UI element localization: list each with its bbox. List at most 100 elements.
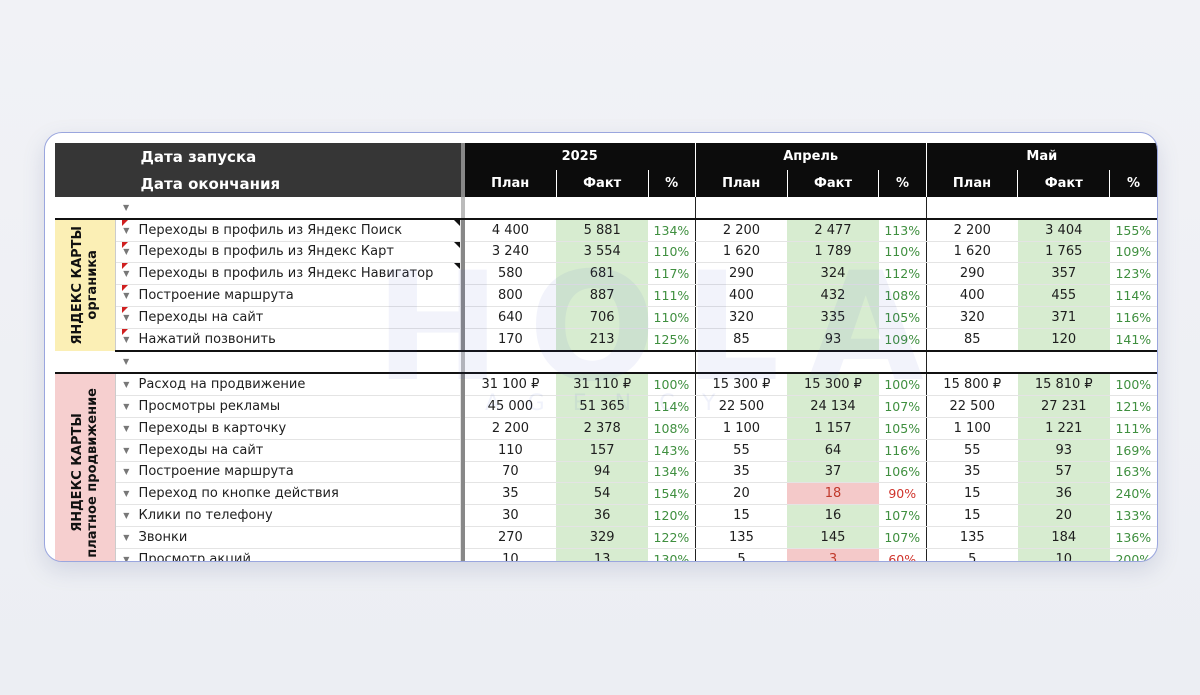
pct-cell[interactable]: 105% [878,417,927,440]
row-dropdown[interactable]: ▼ [115,417,137,440]
pct-cell[interactable]: 108% [878,284,927,307]
plan-cell[interactable]: 35 [694,461,788,484]
pct-cell[interactable]: 114% [1109,284,1157,307]
pct-cell[interactable]: 141% [1109,328,1157,352]
pct-cell[interactable]: 111% [648,284,696,307]
pct-cell[interactable]: 121% [1109,395,1157,418]
row-dropdown[interactable]: ▼ [122,202,130,212]
plan-cell[interactable]: 1 100 [694,417,788,440]
pct-cell[interactable]: 110% [878,241,927,264]
fact-cell[interactable]: 94 [556,461,649,484]
fact-cell[interactable]: 54 [556,482,649,506]
pct-cell[interactable]: 123% [1109,262,1157,286]
plan-cell[interactable]: 800 [464,284,557,307]
plan-cell[interactable]: 5 [694,548,788,561]
pct-cell[interactable]: 90% [878,482,927,506]
fact-cell[interactable]: 455 [1017,284,1110,307]
plan-cell[interactable]: 20 [694,482,788,506]
row-dropdown[interactable]: ▼ [115,372,137,397]
fact-cell[interactable]: 3 404 [1017,217,1110,242]
fact-cell[interactable]: 64 [787,439,879,462]
plan-cell[interactable]: 640 [464,306,557,329]
fact-cell[interactable]: 36 [556,504,649,527]
plan-cell[interactable]: 400 [694,284,788,307]
fact-cell[interactable]: 324 [787,262,879,286]
row-dropdown[interactable]: ▼ [115,262,137,286]
row-dropdown[interactable]: ▼ [115,306,137,329]
pct-cell[interactable]: 107% [878,526,927,549]
fact-cell[interactable]: 887 [556,284,649,307]
pct-cell[interactable]: 110% [648,306,696,329]
plan-cell[interactable]: 70 [464,461,557,484]
pct-cell[interactable]: 163% [1109,461,1157,484]
plan-cell[interactable]: 320 [694,306,788,329]
pct-cell[interactable]: 122% [648,526,696,549]
plan-cell[interactable]: 400 [925,284,1018,307]
fact-cell[interactable]: 432 [787,284,879,307]
plan-cell[interactable]: 1 620 [694,241,788,264]
pct-cell[interactable]: 107% [878,395,927,418]
fact-cell[interactable]: 16 [787,504,879,527]
plan-cell[interactable]: 135 [925,526,1018,549]
plan-cell[interactable]: 55 [694,439,788,462]
plan-cell[interactable]: 270 [464,526,557,549]
fact-cell[interactable]: 5 881 [556,217,649,242]
fact-cell[interactable]: 2 477 [787,217,879,242]
pct-cell[interactable]: 111% [1109,417,1157,440]
plan-cell[interactable]: 1 620 [925,241,1018,264]
plan-cell[interactable]: 290 [925,262,1018,286]
row-dropdown[interactable]: ▼ [115,482,137,506]
pct-cell[interactable]: 106% [878,461,927,484]
pct-cell[interactable]: 107% [878,504,927,527]
pct-cell[interactable]: 117% [648,262,696,286]
plan-cell[interactable]: 3 240 [464,241,557,264]
fact-cell[interactable]: 31 110 ₽ [556,372,649,397]
fact-cell[interactable]: 20 [1017,504,1110,527]
fact-cell[interactable]: 37 [787,461,879,484]
pct-cell[interactable]: 100% [878,372,927,397]
pct-cell[interactable]: 114% [648,395,696,418]
fact-cell[interactable]: 157 [556,439,649,462]
pct-cell[interactable]: 100% [1109,372,1157,397]
row-dropdown[interactable]: ▼ [115,241,137,264]
fact-cell[interactable]: 24 134 [787,395,879,418]
end-date-value[interactable] [308,170,461,197]
plan-cell[interactable]: 55 [925,439,1018,462]
pct-cell[interactable]: 125% [648,328,696,352]
row-dropdown[interactable]: ▼ [115,548,137,561]
plan-cell[interactable]: 22 500 [925,395,1018,418]
row-dropdown[interactable]: ▼ [115,461,137,484]
plan-cell[interactable]: 15 300 ₽ [694,372,788,397]
plan-cell[interactable]: 1 100 [925,417,1018,440]
fact-cell[interactable]: 1 157 [787,417,879,440]
row-dropdown[interactable]: ▼ [115,526,137,549]
fact-cell[interactable]: 120 [1017,328,1110,352]
pct-cell[interactable]: 155% [1109,217,1157,242]
pct-cell[interactable]: 143% [648,439,696,462]
plan-cell[interactable]: 35 [464,482,557,506]
fact-cell[interactable]: 51 365 [556,395,649,418]
pct-cell[interactable]: 169% [1109,439,1157,462]
plan-cell[interactable]: 85 [694,328,788,352]
pct-cell[interactable]: 136% [1109,526,1157,549]
row-dropdown[interactable]: ▼ [115,439,137,462]
fact-cell[interactable]: 1 765 [1017,241,1110,264]
fact-cell[interactable]: 13 [556,548,649,561]
plan-cell[interactable]: 135 [694,526,788,549]
fact-cell[interactable]: 93 [787,328,879,352]
fact-cell[interactable]: 2 378 [556,417,649,440]
fact-cell[interactable]: 184 [1017,526,1110,549]
fact-cell[interactable]: 10 [1017,548,1110,561]
plan-cell[interactable]: 170 [464,328,557,352]
fact-cell[interactable]: 93 [1017,439,1110,462]
fact-cell[interactable]: 1 221 [1017,417,1110,440]
plan-cell[interactable]: 110 [464,439,557,462]
fact-cell[interactable]: 681 [556,262,649,286]
row-dropdown[interactable]: ▼ [115,217,137,242]
fact-cell[interactable]: 18 [787,482,879,506]
row-dropdown[interactable]: ▼ [115,328,137,352]
pct-cell[interactable]: 134% [648,461,696,484]
pct-cell[interactable]: 154% [648,482,696,506]
fact-cell[interactable]: 145 [787,526,879,549]
pct-cell[interactable]: 109% [878,328,927,352]
